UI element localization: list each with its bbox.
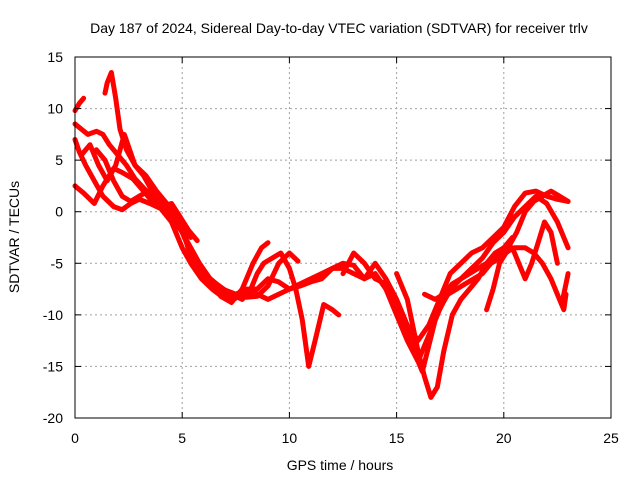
series-track-3: [72, 165, 200, 244]
y-tick-label: -15: [43, 358, 63, 374]
x-tick-label: 20: [496, 430, 512, 446]
data-series: [72, 70, 571, 400]
y-tick-label: 10: [47, 101, 63, 117]
x-tick-label: 25: [603, 430, 619, 446]
x-tick-label: 15: [389, 430, 405, 446]
series-track-11: [340, 188, 571, 375]
grid: [75, 57, 611, 418]
y-tick-label: 5: [55, 152, 63, 168]
y-tick-label: 0: [55, 204, 63, 220]
y-tick-label: -10: [43, 307, 63, 323]
y-tick-label: 15: [47, 49, 63, 65]
x-tick-label: 0: [71, 430, 79, 446]
y-axis-label: SDTVAR / TECUs: [6, 181, 22, 293]
series-track-14: [484, 219, 560, 313]
plot-frame: [74, 56, 612, 419]
axis-ticks: [74, 56, 612, 419]
series-track-7: [93, 147, 260, 297]
x-tick-label: 10: [282, 430, 298, 446]
series-track-8: [229, 250, 342, 369]
x-axis-label: GPS time / hours: [287, 457, 394, 473]
series-track-12: [394, 235, 515, 400]
y-tick-label: -20: [43, 410, 63, 426]
series-track-15: [559, 271, 571, 307]
series-track-13: [422, 245, 569, 313]
chart-title: Day 187 of 2024, Sidereal Day-to-day VTE…: [90, 20, 588, 36]
x-tick-label: 5: [178, 430, 186, 446]
tick-labels: 0 5 10 15 20 25 15 10 5 0 -5 -10 -15 -20: [43, 49, 619, 446]
y-tick-label: -5: [51, 255, 64, 271]
